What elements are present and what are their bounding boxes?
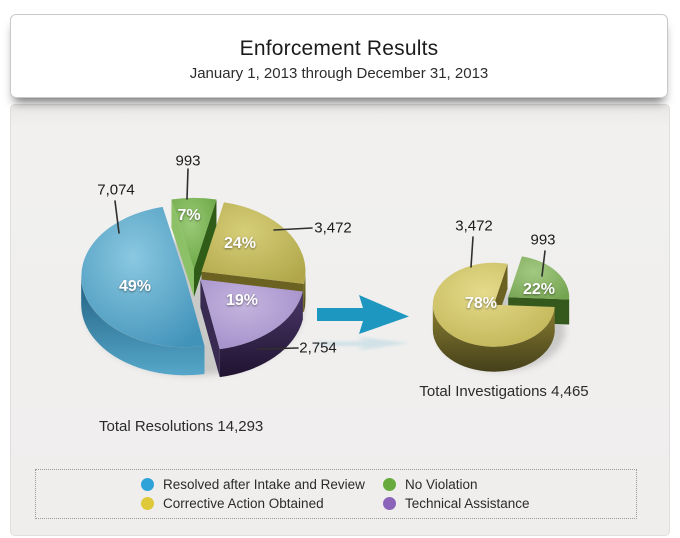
legend-label-resolved: Resolved after Intake and Review (163, 477, 365, 492)
legend-grid: Resolved after Intake and Review No Viol… (141, 477, 530, 511)
legend-dot-no-violation-icon (383, 478, 396, 491)
pie-charts-canvas (81, 168, 570, 378)
header-card: Enforcement Results January 1, 2013 thro… (10, 14, 668, 98)
callout-value-no-violation-right: 993 (530, 231, 556, 249)
legend-item-technical: Technical Assistance (383, 496, 530, 511)
callout-value-corrective-right: 3,472 (455, 217, 493, 235)
right-pie-caption: Total Investigations 4,465 (419, 383, 589, 400)
legend-dot-resolved-icon (141, 478, 154, 491)
percent-label-corrective: 24% (223, 235, 257, 252)
legend-item-no-violation: No Violation (383, 477, 530, 492)
legend: Resolved after Intake and Review No Viol… (35, 469, 637, 519)
legend-item-resolved: Resolved after Intake and Review (141, 477, 383, 492)
legend-item-corrective: Corrective Action Obtained (141, 496, 383, 511)
page-subtitle: January 1, 2013 through December 31, 201… (189, 65, 489, 82)
left-pie-caption: Total Resolutions 14,293 (99, 418, 264, 435)
percent-label-no-violation-right: 22% (522, 281, 556, 298)
legend-label-corrective: Corrective Action Obtained (163, 496, 324, 511)
callout-value-corrective: 3,472 (314, 219, 352, 237)
percent-label-no-violation: 7% (177, 207, 201, 224)
percent-label-technical: 19% (225, 292, 259, 309)
chart-panel: 7,074 993 3,472 2,754 49% 7% 24% 19% 3,4… (10, 104, 670, 536)
percent-label-corrective-right: 78% (464, 295, 498, 312)
legend-dot-corrective-icon (141, 497, 154, 510)
percent-label-resolved: 49% (118, 278, 152, 295)
callout-value-technical: 2,754 (299, 339, 337, 357)
callout-value-resolved: 7,074 (97, 181, 135, 199)
legend-dot-technical-icon (383, 497, 396, 510)
legend-label-technical: Technical Assistance (405, 496, 530, 511)
callout-value-no-violation: 993 (175, 152, 201, 170)
page-title: Enforcement Results (239, 37, 439, 60)
legend-label-no-violation: No Violation (405, 477, 478, 492)
